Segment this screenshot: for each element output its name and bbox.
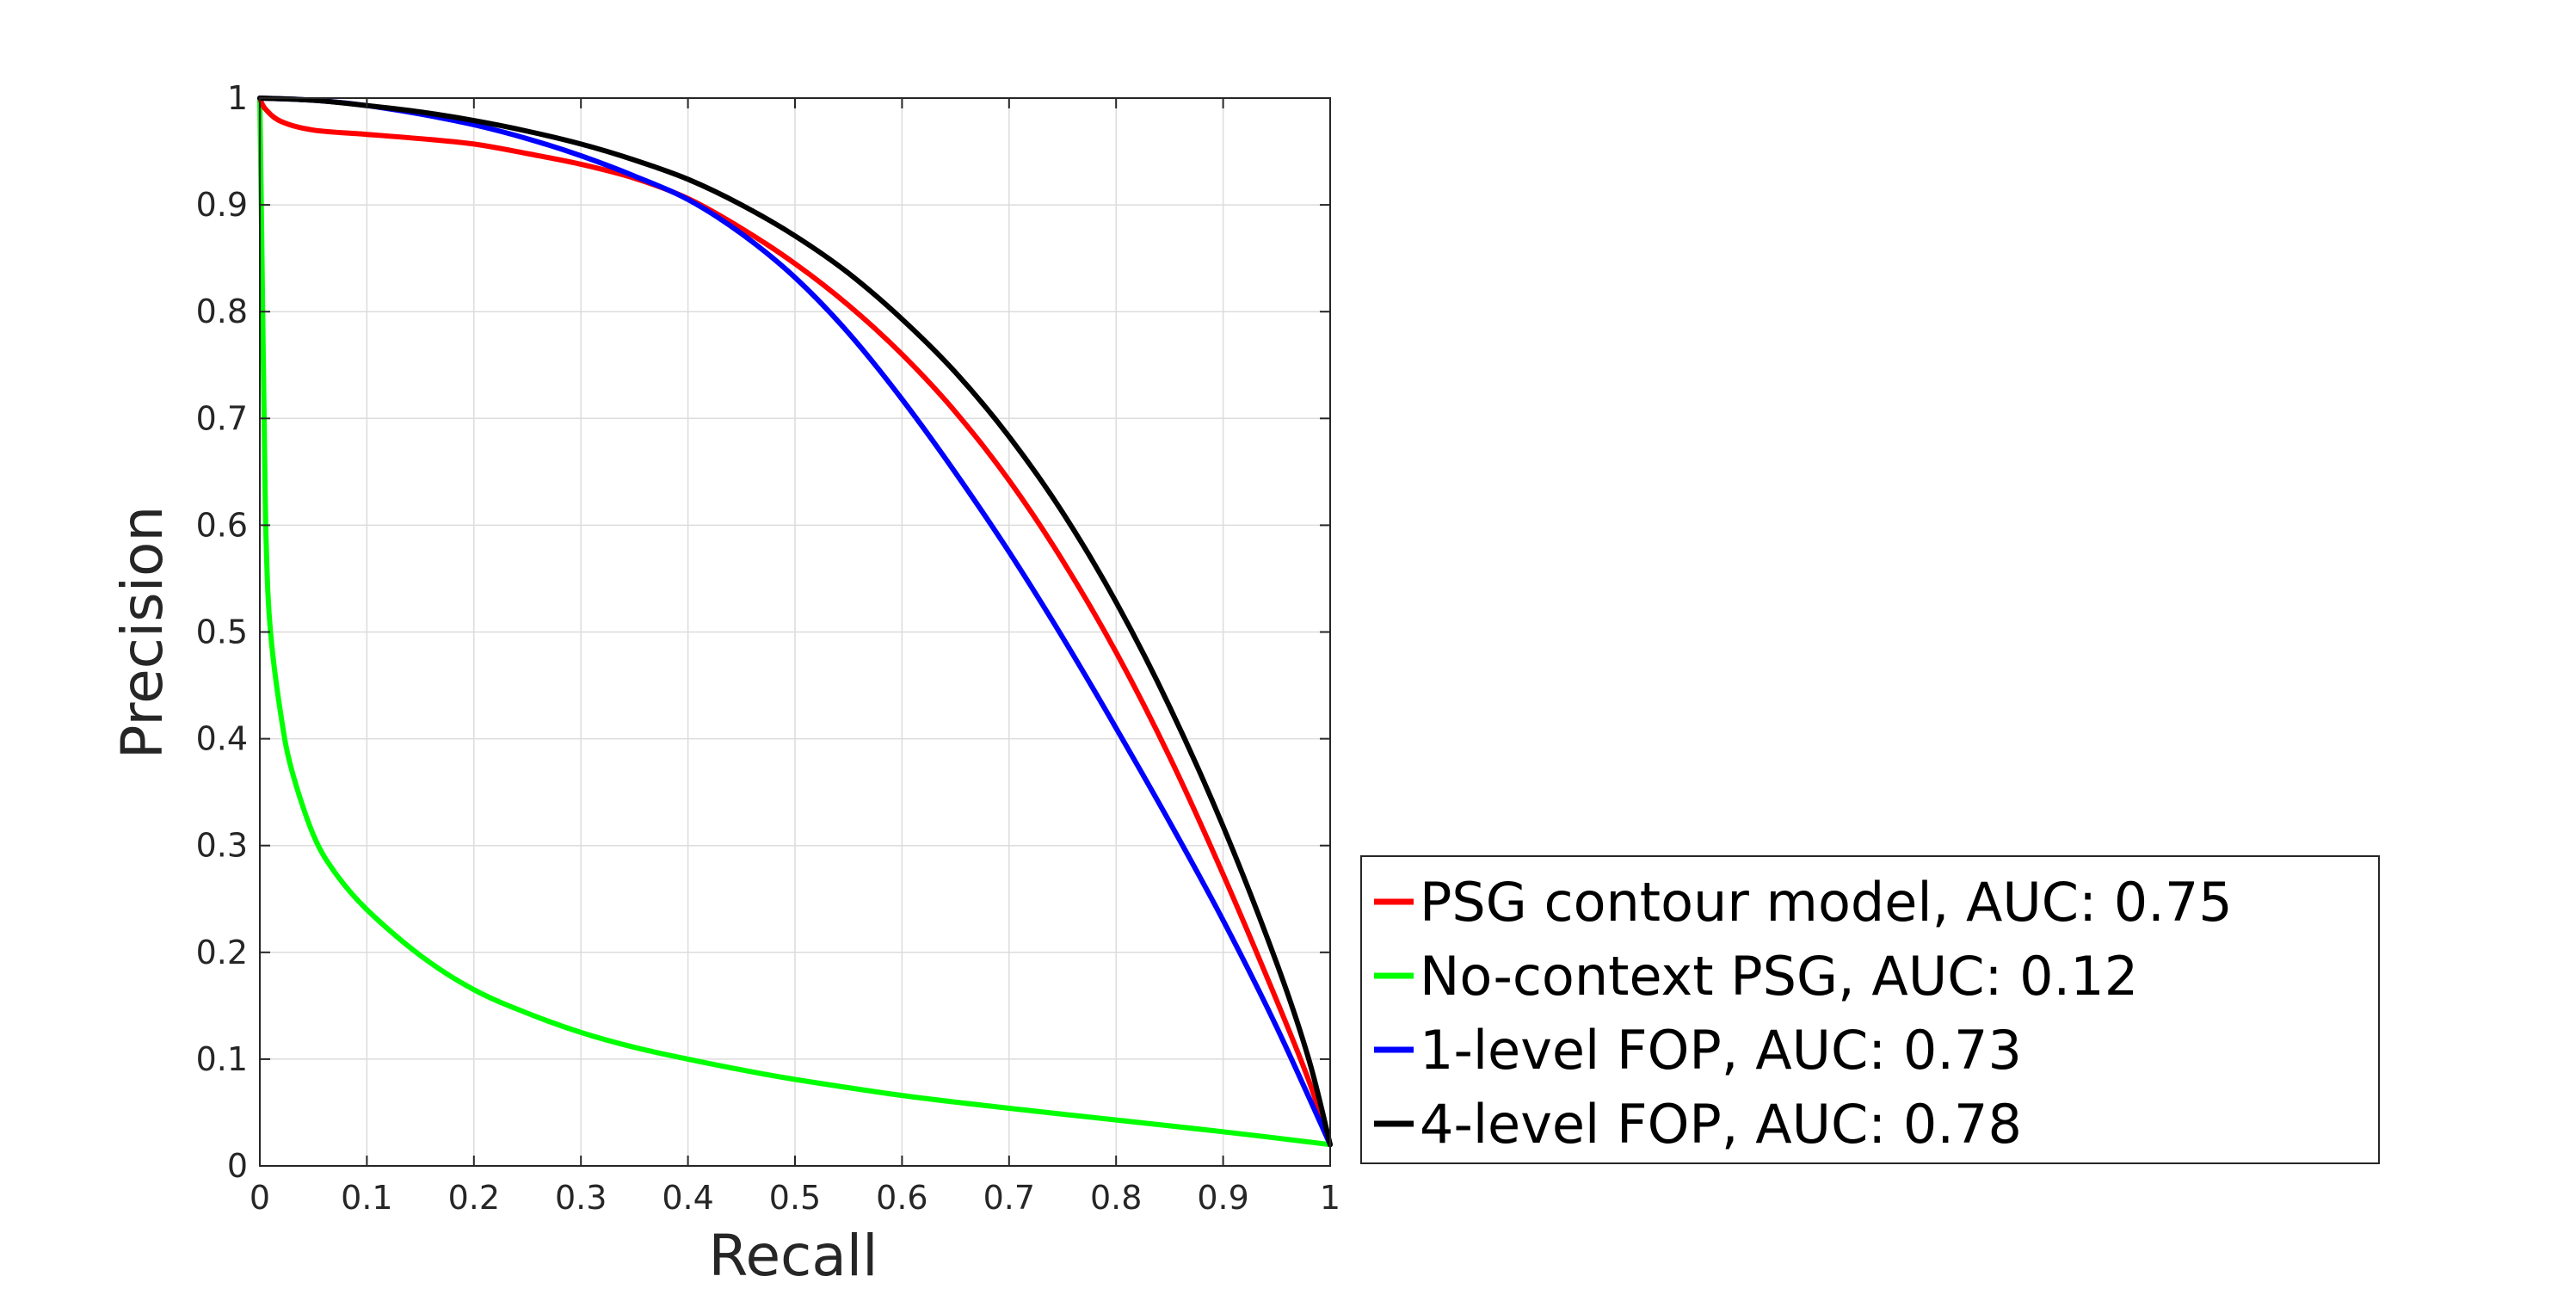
x-tick-label: 0.7 [983,1179,1035,1217]
x-tick-label: 0.6 [876,1179,927,1217]
x-tick-label: 0.4 [662,1179,713,1217]
x-tick-label: 0 [250,1179,270,1217]
y-tick-label: 0.8 [196,293,248,330]
y-tick-label: 0.9 [196,186,248,224]
y-tick-label: 0.2 [196,934,248,971]
series-line-2 [257,96,1333,1148]
legend-entry: 4-level FOP, AUC: 0.78 [1420,1093,2022,1156]
y-tick-label: 0.3 [196,827,248,865]
series-line-3 [257,96,1333,1148]
x-axis-label: Recall [709,1223,878,1289]
y-axis-label: Precision [109,506,176,760]
x-tick-labels: 0 0.1 0.2 0.3 0.4 0.5 0.6 0.7 0.8 0.9 1 [250,1179,1340,1217]
x-tick-label: 0.5 [769,1179,821,1217]
x-tick-label: 0.2 [448,1179,500,1217]
x-tick-label: 0.1 [341,1179,392,1217]
y-tick-label: 0.4 [196,720,248,758]
legend-entry: PSG contour model, AUC: 0.75 [1420,871,2233,934]
legend-entry: No-context PSG, AUC: 0.12 [1420,945,2138,1008]
grid-lines [260,98,1330,1166]
y-tick-label: 0.7 [196,399,248,437]
x-tick-label: 1 [1320,1179,1340,1217]
y-tick-label: 0.5 [196,614,248,651]
x-tick-label: 0.9 [1197,1179,1248,1217]
series-lines [257,96,1333,1148]
x-tick-label: 0.3 [555,1179,607,1217]
y-tick-label: 0 [227,1147,248,1185]
x-tick-label: 0.8 [1090,1179,1142,1217]
y-tick-labels: 0 0.1 0.2 0.3 0.4 0.5 0.6 0.7 0.8 0.9 1 [196,79,248,1185]
legend: PSG contour model, AUC: 0.75 No-context P… [1360,855,2380,1164]
y-tick-label: 0.1 [196,1040,248,1078]
y-tick-label: 1 [227,79,248,117]
legend-box [1360,855,2380,1164]
series-line-1 [257,96,1333,1148]
series-line-0 [257,96,1333,1148]
tick-marks [259,97,1331,1167]
y-tick-label: 0.6 [196,506,248,544]
legend-entry: 1-level FOP, AUC: 0.73 [1420,1019,2022,1082]
